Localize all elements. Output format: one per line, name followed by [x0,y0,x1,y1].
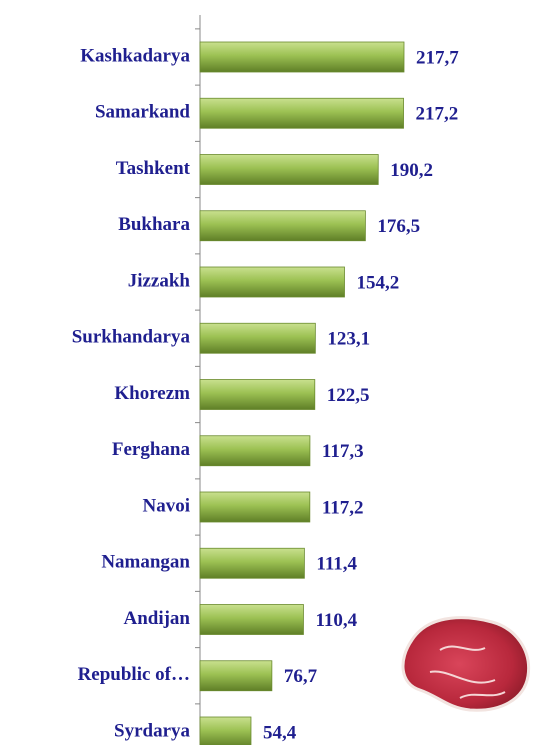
value-label: 111,4 [316,554,357,575]
bar [200,492,310,522]
page: Kashkadarya 217,7 Samarkand 217,2 Tashkent 19… [0,0,537,745]
bar [200,436,310,466]
value-label: 117,2 [322,497,364,518]
category-label: Andijan [123,608,190,629]
bar [200,548,304,578]
bar [200,155,378,185]
bar [200,267,344,297]
category-label: Samarkand [95,102,190,123]
value-label: 154,2 [356,272,399,293]
category-label: Tashkent [116,158,191,179]
category-label: Ferghana [112,439,191,460]
value-label: 176,5 [377,216,420,237]
category-label: Navoi [143,495,191,516]
value-label: 117,3 [322,441,364,462]
category-label: Kashkadarya [80,45,190,66]
value-label: 122,5 [327,385,370,406]
value-label: 217,7 [416,47,459,68]
value-label: 76,7 [284,666,318,687]
value-label: 110,4 [315,610,357,631]
chart: Kashkadarya 217,7 Samarkand 217,2 Tashkent 19… [0,0,537,745]
bar [200,661,272,691]
category-label: Republic of… [78,664,190,685]
category-label: Surkhandarya [72,327,191,348]
category-label: Syrdarya [114,720,191,741]
value-label: 190,2 [390,160,433,181]
bar [200,211,365,241]
bar [200,605,303,635]
bar [200,380,315,410]
category-label: Bukhara [118,214,190,235]
bar [200,98,404,128]
value-label: 54,4 [263,722,297,743]
steak-illustration [403,618,529,711]
bar [200,42,404,72]
category-label: Namangan [101,552,190,573]
value-label: 217,2 [416,104,459,125]
category-label: Khorezm [114,383,190,404]
value-label: 123,1 [327,329,370,350]
bar [200,323,315,353]
bar [200,717,251,745]
category-label: Jizzakh [128,270,191,291]
